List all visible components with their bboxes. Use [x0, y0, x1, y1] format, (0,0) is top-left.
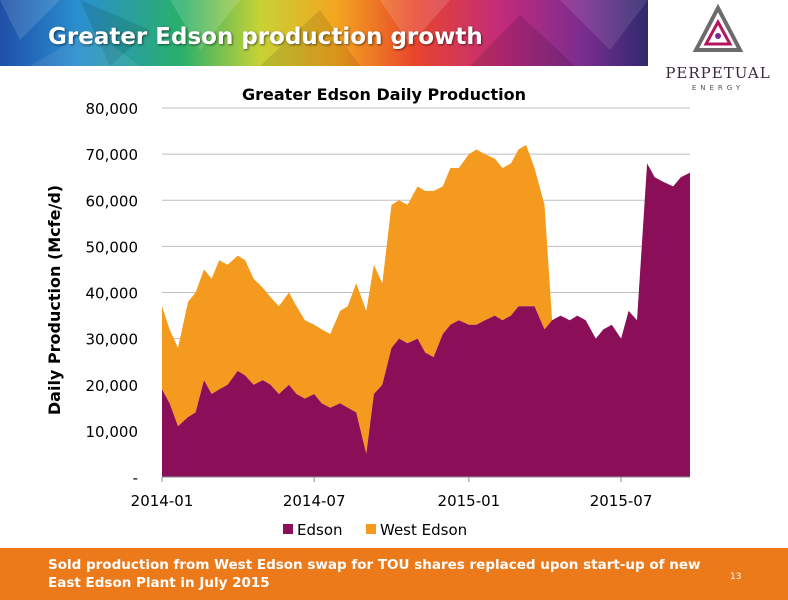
- y-tick-label: 70,000: [86, 146, 139, 164]
- y-tick-label: -: [133, 469, 138, 487]
- legend-swatch-edson: [283, 524, 293, 534]
- y-tick-label: 10,000: [86, 423, 139, 441]
- y-tick-label: 50,000: [86, 238, 139, 256]
- logo-subtitle: ENERGY: [691, 84, 745, 92]
- legend-label-west-edson: West Edson: [380, 521, 467, 539]
- y-tick-label: 80,000: [86, 100, 139, 118]
- x-tick-label: 2015-01: [438, 492, 501, 510]
- legend-swatch-west-edson: [366, 524, 376, 534]
- logo-name: PERPETUAL: [665, 64, 771, 82]
- company-logo: PERPETUAL ENERGY: [648, 0, 788, 100]
- series-area-west-edson: [162, 144, 690, 454]
- y-axis-label: Daily Production (Mcfe/d): [45, 185, 64, 415]
- x-tick-label: 2015-07: [590, 492, 653, 510]
- page-number: 13: [730, 572, 742, 582]
- banner-pattern: [0, 0, 648, 66]
- footer-bar: Sold production from West Edson swap for…: [0, 548, 788, 600]
- footer-note: Sold production from West Edson swap for…: [48, 557, 701, 591]
- y-tick-label: 20,000: [86, 377, 139, 395]
- slide-title: Greater Edson production growth: [48, 24, 483, 50]
- y-tick-label: 40,000: [86, 285, 139, 303]
- x-tick-label: 2014-01: [131, 492, 194, 510]
- title-banner: Greater Edson production growth: [0, 0, 648, 66]
- legend-label-edson: Edson: [297, 521, 343, 539]
- series-area-edson: [162, 163, 690, 477]
- logo-mark-icon: [692, 3, 744, 52]
- production-chart: - 10,000 20,000 30,000 40,000 50,000 60,000 70,…: [45, 85, 690, 539]
- chart-title: Greater Edson Daily Production: [242, 85, 526, 104]
- y-tick-label: 30,000: [86, 331, 139, 349]
- x-tick-label: 2014-07: [283, 492, 346, 510]
- y-tick-label: 60,000: [86, 192, 139, 210]
